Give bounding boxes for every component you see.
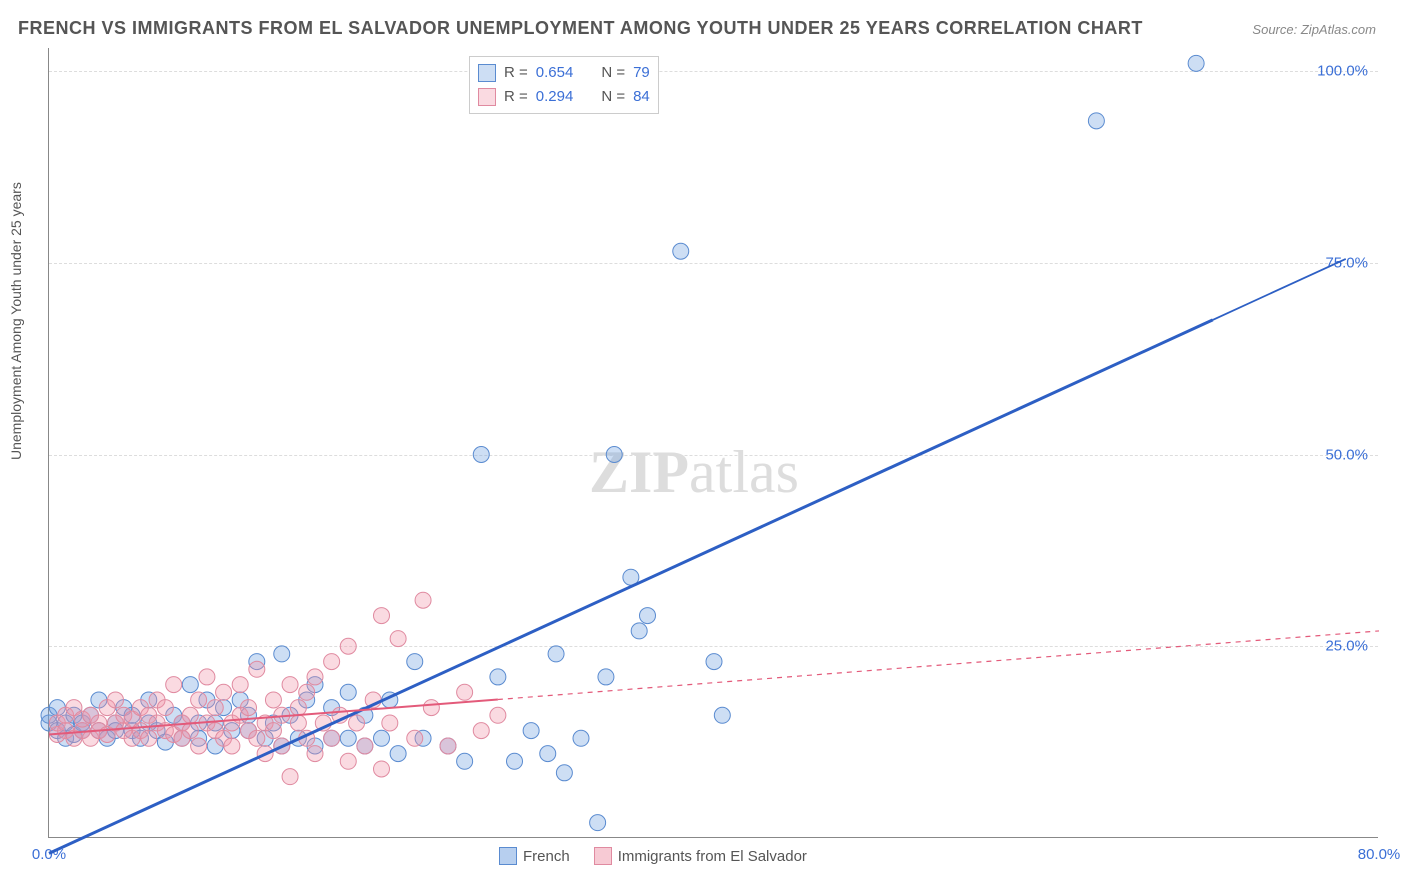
data-point — [714, 707, 730, 723]
data-point — [241, 700, 257, 716]
plot-svg — [49, 48, 1378, 837]
regression-line — [49, 320, 1213, 853]
data-point — [182, 723, 198, 739]
source-label: Source: — [1252, 22, 1297, 37]
data-point — [207, 700, 223, 716]
data-point — [191, 738, 207, 754]
data-point — [706, 654, 722, 670]
data-point — [307, 746, 323, 762]
data-point — [382, 715, 398, 731]
data-point — [199, 669, 215, 685]
data-point — [157, 700, 173, 716]
data-point — [374, 608, 390, 624]
source-value: ZipAtlas.com — [1301, 22, 1376, 37]
data-point — [1088, 113, 1104, 129]
data-point — [265, 723, 281, 739]
data-point — [265, 692, 281, 708]
data-point — [282, 677, 298, 693]
x-tick: 80.0% — [1358, 846, 1401, 863]
data-point — [440, 738, 456, 754]
legend-item: Immigrants from El Salvador — [594, 847, 807, 865]
data-point — [473, 447, 489, 463]
legend-item: French — [499, 847, 570, 865]
data-point — [374, 730, 390, 746]
source-attribution: Source: ZipAtlas.com — [1252, 22, 1376, 37]
data-point — [182, 677, 198, 693]
data-point — [274, 646, 290, 662]
data-point — [590, 815, 606, 831]
data-point — [673, 243, 689, 259]
data-point — [540, 746, 556, 762]
data-point — [415, 592, 431, 608]
data-point — [224, 738, 240, 754]
data-point — [340, 638, 356, 654]
data-point — [606, 447, 622, 463]
data-point — [290, 700, 306, 716]
data-point — [324, 654, 340, 670]
data-point — [1188, 55, 1204, 71]
series-legend: French Immigrants from El Salvador — [499, 847, 807, 865]
data-point — [349, 715, 365, 731]
data-point — [556, 765, 572, 781]
legend-swatch — [594, 847, 612, 865]
plot-area: ZIPatlas 25.0%50.0%75.0%100.0% 0.0%80.0%… — [48, 48, 1378, 838]
data-point — [191, 692, 207, 708]
data-point — [507, 753, 523, 769]
data-point — [357, 738, 373, 754]
y-axis-label: Unemployment Among Youth under 25 years — [8, 182, 24, 460]
data-point — [407, 654, 423, 670]
data-point — [548, 646, 564, 662]
chart-title: FRENCH VS IMMIGRANTS FROM EL SALVADOR UN… — [18, 18, 1143, 39]
data-point — [390, 631, 406, 647]
data-point — [232, 677, 248, 693]
data-point — [166, 677, 182, 693]
regression-line-extension — [1213, 259, 1346, 320]
data-point — [457, 753, 473, 769]
data-point — [340, 684, 356, 700]
data-point — [407, 730, 423, 746]
data-point — [108, 692, 124, 708]
data-point — [640, 608, 656, 624]
legend-label: Immigrants from El Salvador — [618, 848, 807, 865]
data-point — [490, 707, 506, 723]
data-point — [631, 623, 647, 639]
legend-swatch — [499, 847, 517, 865]
data-point — [249, 661, 265, 677]
legend-label: French — [523, 848, 570, 865]
data-point — [324, 730, 340, 746]
data-point — [182, 707, 198, 723]
data-point — [299, 684, 315, 700]
data-point — [523, 723, 539, 739]
data-point — [307, 669, 323, 685]
data-point — [390, 746, 406, 762]
data-point — [290, 715, 306, 731]
data-point — [340, 753, 356, 769]
data-point — [473, 723, 489, 739]
data-point — [216, 684, 232, 700]
data-point — [573, 730, 589, 746]
data-point — [490, 669, 506, 685]
data-point — [423, 700, 439, 716]
data-point — [598, 669, 614, 685]
data-point — [282, 769, 298, 785]
data-point — [340, 730, 356, 746]
data-point — [249, 730, 265, 746]
regression-line-extension — [498, 631, 1379, 700]
data-point — [141, 730, 157, 746]
data-point — [457, 684, 473, 700]
data-point — [374, 761, 390, 777]
